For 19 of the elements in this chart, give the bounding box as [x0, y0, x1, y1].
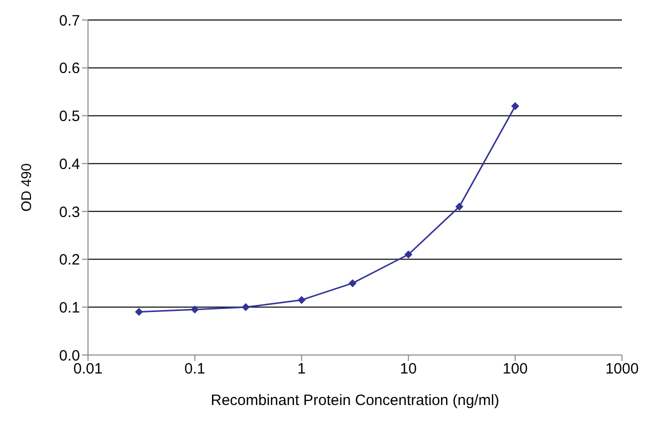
x-tick-label: 1000 — [605, 360, 639, 378]
y-axis-title: OD 490 — [18, 163, 34, 212]
x-tick-label: 1 — [297, 360, 306, 378]
point — [404, 250, 412, 258]
y-tick-label: 0.1 — [59, 299, 80, 316]
point — [511, 102, 520, 110]
y-tick-label: 0.3 — [59, 204, 80, 221]
y-tick-label: 0.7 — [59, 12, 80, 30]
x-tick-label: 100 — [502, 360, 528, 378]
x-axis-title: Recombinant Protein Concentration (ng/ml) — [210, 392, 500, 409]
y-tick-label: 0.5 — [59, 108, 80, 126]
point — [134, 308, 143, 316]
x-tick-label: 10 — [400, 360, 417, 378]
y-tick-label: 0.6 — [59, 60, 80, 78]
point — [348, 279, 357, 288]
point — [242, 303, 250, 312]
y-tick-label: 0.2 — [59, 252, 80, 269]
x-tick-label: 0.1 — [184, 360, 206, 378]
y-tick-label: 0.4 — [59, 156, 80, 173]
